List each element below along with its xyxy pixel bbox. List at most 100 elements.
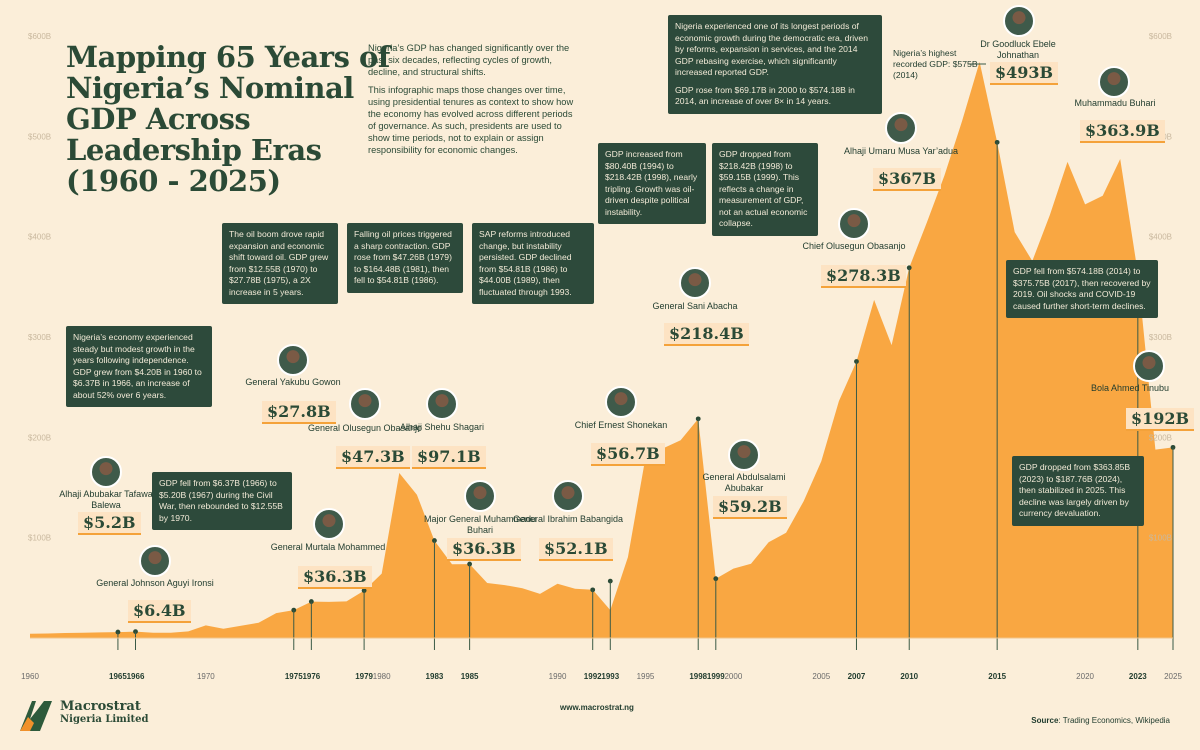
x-tick-label: 1983 bbox=[426, 672, 444, 681]
leader-portrait bbox=[313, 508, 345, 540]
x-tick-label: 2020 bbox=[1076, 672, 1094, 681]
intro-paragraph: This infographic maps those changes over… bbox=[368, 85, 574, 155]
callout-oil-boom: The oil boom drove rapid expansion and e… bbox=[222, 223, 338, 304]
leader-portrait bbox=[426, 388, 458, 420]
source-label: Source bbox=[1031, 716, 1059, 725]
leader-name: General Johnson Aguyi Ironsi bbox=[96, 578, 214, 588]
x-tick-label: 2025 bbox=[1164, 672, 1182, 681]
x-tick-label: 1998 bbox=[689, 672, 707, 681]
data-point bbox=[432, 538, 437, 543]
leader-name: General Sani Abacha bbox=[652, 301, 738, 311]
callout-text: GDP rose from $69.17B in 2000 to $574.18… bbox=[675, 84, 855, 107]
leader-gdp: $6.4B bbox=[128, 600, 191, 623]
x-tick-label: 1970 bbox=[197, 672, 215, 681]
y-tick-label: $200B bbox=[28, 433, 51, 442]
x-tick-label: 1965 bbox=[109, 672, 127, 681]
leader-gdp: $59.2B bbox=[713, 496, 787, 519]
callout-devaluation: GDP dropped from $363.85B (2023) to $187… bbox=[1012, 456, 1144, 526]
leader-portrait bbox=[605, 386, 637, 418]
leader-portrait bbox=[1098, 66, 1130, 98]
y-tick-label: $600B bbox=[28, 32, 51, 41]
x-tick-label: 2000 bbox=[724, 672, 742, 681]
leader-gdp: $52.1B bbox=[539, 538, 613, 561]
callout-text: Nigeria experienced one of its longest p… bbox=[675, 21, 868, 77]
data-point bbox=[361, 588, 367, 593]
website-url[interactable]: www.macrostrat.ng bbox=[560, 703, 634, 712]
x-tick-label: 2005 bbox=[812, 672, 830, 681]
y-tick-label: $400B bbox=[28, 233, 51, 242]
leader-gdp: $47.3B bbox=[336, 446, 410, 469]
x-tick-label: 1966 bbox=[127, 672, 145, 681]
x-tick-label: 1993 bbox=[601, 672, 619, 681]
leader-gdp: $367B bbox=[873, 168, 942, 191]
leader-portrait bbox=[885, 112, 917, 144]
x-tick-label: 1992 bbox=[584, 672, 602, 681]
x-tick-label: 2015 bbox=[988, 672, 1006, 681]
y-tick-label: $100B bbox=[1149, 534, 1172, 543]
x-tick-label: 1976 bbox=[302, 672, 320, 681]
leader-gdp: $278.3B bbox=[821, 265, 906, 288]
leader-portrait bbox=[728, 439, 760, 471]
leader-name: Muhammadu Buhari bbox=[1074, 98, 1156, 108]
y-tick-label: $600B bbox=[1149, 32, 1172, 41]
y-tick-label: $500B bbox=[28, 132, 51, 141]
intro-text: Nigeria’s GDP has changed significantly … bbox=[368, 42, 580, 162]
leader-name: General Ibrahim Babangida bbox=[512, 514, 624, 524]
leader-portrait bbox=[90, 456, 122, 488]
leader-name: Bola Ahmed Tinubu bbox=[1090, 383, 1170, 393]
x-tick-label: 1995 bbox=[637, 672, 655, 681]
x-tick-label: 1960 bbox=[21, 672, 39, 681]
callout-measurement: GDP dropped from $218.42B (1998) to $59.… bbox=[712, 143, 818, 236]
x-tick-label: 1990 bbox=[549, 672, 567, 681]
leader-name: General Abdulsalami Abubakar bbox=[702, 472, 786, 493]
callout-democratic-era: Nigeria experienced one of its longest p… bbox=[668, 15, 882, 114]
data-point bbox=[291, 607, 297, 613]
callout-independence: Nigeria’s economy experienced steady but… bbox=[66, 326, 212, 407]
brand-name: Macrostrat Nigeria Limited bbox=[60, 700, 149, 726]
y-tick-label: $400B bbox=[1149, 233, 1172, 242]
leader-portrait bbox=[1003, 5, 1035, 37]
leader-gdp: $97.1B bbox=[412, 446, 486, 469]
leader-gdp: $218.4B bbox=[664, 323, 749, 346]
leader-name: Alhaji Shehu Shagari bbox=[399, 422, 485, 432]
leader-portrait bbox=[679, 267, 711, 299]
callout-text: SAP reforms introduced change, but insta… bbox=[479, 229, 572, 297]
y-tick-label: $100B bbox=[28, 534, 51, 543]
leader-gdp: $27.8B bbox=[262, 401, 336, 424]
leader-name: Alhaji Umaru Musa Yar’adua bbox=[843, 146, 959, 156]
data-point bbox=[607, 578, 613, 584]
source-text: : Trading Economics, Wikipedia bbox=[1058, 716, 1170, 725]
leader-portrait bbox=[838, 208, 870, 240]
leader-portrait bbox=[1133, 350, 1165, 382]
leader-gdp: $36.3B bbox=[447, 538, 521, 561]
leader-portrait bbox=[464, 480, 496, 512]
leader-portrait bbox=[277, 344, 309, 376]
callout-text: GDP fell from $574.18B (2014) to $375.75… bbox=[1013, 266, 1151, 311]
leader-name: General Yakubu Gowon bbox=[245, 377, 341, 387]
leader-portrait bbox=[552, 480, 584, 512]
source-note: Source: Trading Economics, Wikipedia bbox=[1031, 716, 1170, 725]
x-tick-label: 2023 bbox=[1129, 672, 1147, 681]
leader-name: Chief Olusegun Obasanjo bbox=[802, 241, 906, 251]
leader-gdp: $493B bbox=[990, 62, 1059, 85]
callout-text: GDP increased from $80.40B (1994) to $21… bbox=[605, 149, 698, 217]
callout-oil-prices: Falling oil prices triggered a sharp con… bbox=[347, 223, 463, 293]
leader-name: Chief Ernest Shonekan bbox=[574, 420, 668, 430]
gdp-area bbox=[30, 61, 1173, 638]
x-tick-label: 1999 bbox=[707, 672, 725, 681]
callout-sap: SAP reforms introduced change, but insta… bbox=[472, 223, 594, 304]
callout-oil-shocks: GDP fell from $574.18B (2014) to $375.75… bbox=[1006, 260, 1158, 318]
brand-line-2: Nigeria Limited bbox=[60, 714, 149, 725]
leader-name: Dr Goodluck Ebele Johnathan bbox=[980, 39, 1056, 60]
y-tick-label: $300B bbox=[28, 333, 51, 342]
leader-portrait bbox=[349, 388, 381, 420]
leader-gdp: $36.3B bbox=[298, 566, 372, 589]
peak-note: Nigeria’s highest recorded GDP: $575B (2… bbox=[893, 48, 978, 80]
x-tick-label: 2007 bbox=[848, 672, 866, 681]
leader-gdp: $192B bbox=[1126, 408, 1195, 431]
data-point bbox=[590, 587, 596, 593]
page-title: Mapping 65 Years of Nigeria’s Nominal GD… bbox=[66, 40, 390, 198]
x-tick-label: 1975 bbox=[285, 672, 303, 681]
y-tick-label: $300B bbox=[1149, 333, 1172, 342]
brand-line-1: Macrostrat bbox=[60, 699, 141, 714]
